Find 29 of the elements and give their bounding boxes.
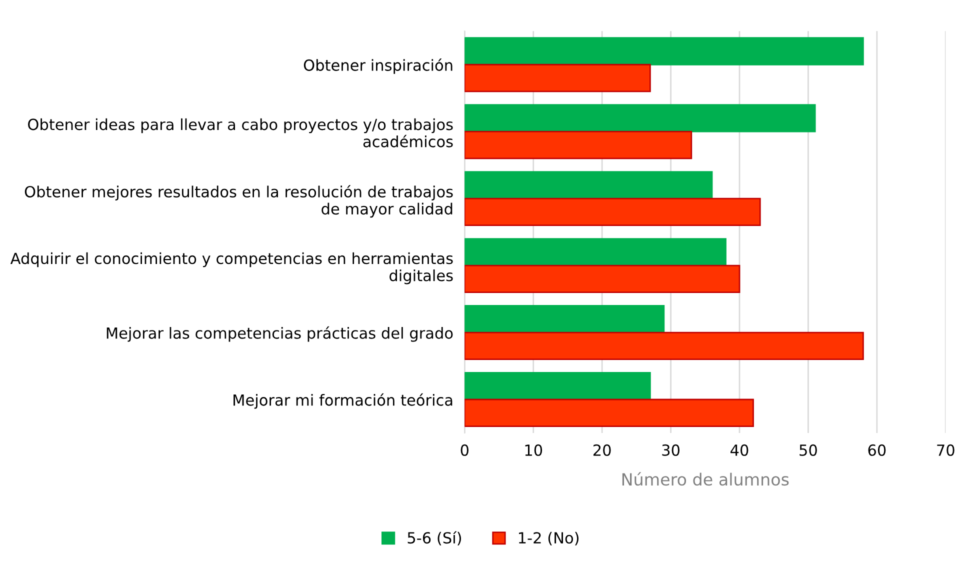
bar (464, 238, 726, 266)
bar (464, 398, 754, 427)
y-tick-label: Mejorar mi formación teórica (234, 393, 452, 409)
y-tick-label: Obtener inspiración (304, 58, 452, 74)
y-tick-label: Mejorar las competencias prácticas del grado (106, 326, 453, 342)
bar (464, 264, 740, 294)
y-tick-label: Adquirir el conocimiento y competencias en herramientas digitales (10, 252, 453, 284)
x-tick-label: 50 (800, 444, 817, 456)
bar (464, 130, 692, 160)
x-tick-label: 20 (593, 444, 611, 456)
bar (464, 64, 651, 92)
x-tick-label: 60 (868, 444, 886, 456)
bar (464, 372, 651, 400)
y-tick-label: Obtener mejores resultados en la resolución de trabajos de mayor calidad (24, 185, 453, 218)
bar (464, 171, 713, 200)
legend-label: 5-6 (Sí) (408, 531, 461, 546)
x-axis-title: Número de alumnos (622, 472, 789, 486)
x-tick-label: 30 (662, 444, 680, 456)
x-tick-label: 40 (730, 444, 748, 456)
bar (464, 305, 665, 334)
y-tick-label: Obtener ideas para llevar a cabo proyectos y/o trabajos académicos (28, 118, 453, 148)
bar (464, 104, 816, 132)
x-tick-label: 0 (460, 444, 468, 456)
x-tick-label: 10 (525, 444, 542, 456)
legend-label: 1-2 (No) (518, 532, 578, 546)
bar (464, 332, 864, 360)
bar (464, 37, 864, 66)
x-tick-label: 70 (937, 444, 954, 456)
bar (464, 198, 761, 226)
